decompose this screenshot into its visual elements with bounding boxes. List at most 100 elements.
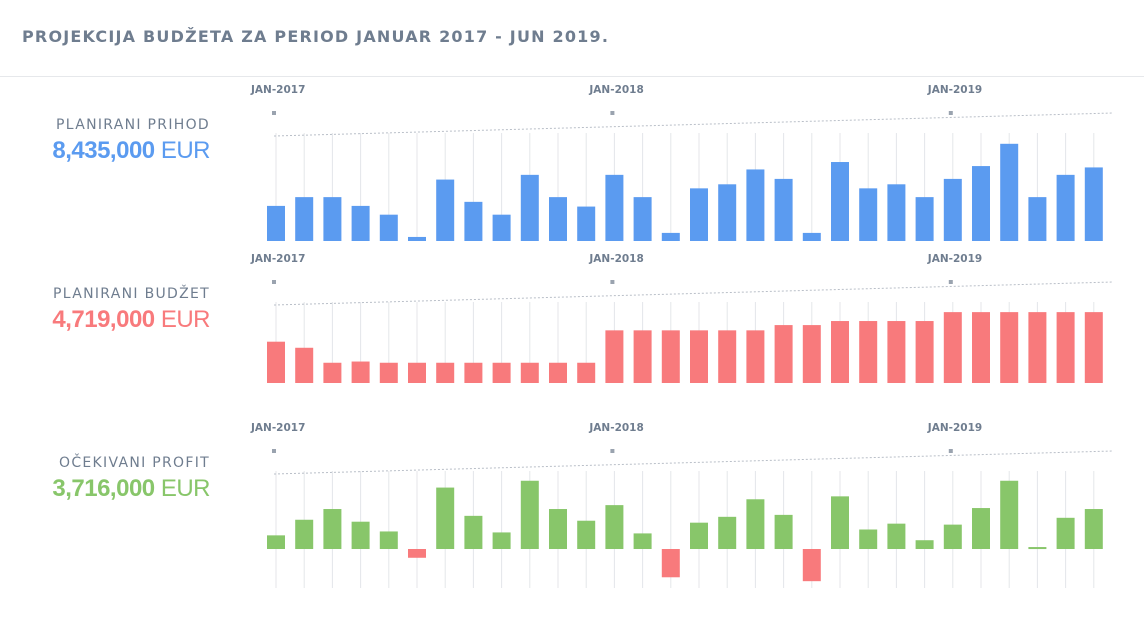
profit-tick-label: JAN-2018 (588, 422, 643, 434)
revenue-bar (577, 206, 596, 241)
budget-bar (943, 312, 962, 383)
profit-bar (436, 487, 455, 549)
profit-bar (915, 540, 934, 549)
budget-tick-marker (272, 280, 276, 284)
budget-bar (323, 362, 342, 383)
revenue-bar (295, 197, 314, 241)
budget-bar (351, 361, 370, 383)
profit-bar (972, 508, 990, 549)
revenue-bar (492, 214, 511, 241)
budget-bar (267, 341, 285, 383)
profit-bar (549, 509, 567, 549)
page-header: PROJEKCIJA BUDŽETA ZA PERIOD JANUAR 2017… (0, 0, 1144, 77)
profit-bar (408, 549, 426, 558)
revenue-tick-marker (272, 111, 276, 115)
revenue-bar (690, 188, 708, 241)
revenue-bar (549, 197, 567, 241)
profit-tick-marker (272, 449, 276, 453)
revenue-label: PLANIRANI PRIHOD (56, 117, 210, 133)
revenue-tick-label: JAN-2018 (588, 84, 643, 96)
revenue-currency: EUR (160, 137, 211, 164)
budget-bar (520, 362, 539, 383)
profit-tick-marker (610, 449, 615, 453)
budget-bar (661, 330, 680, 383)
revenue-bar (1028, 197, 1047, 241)
budget-bar (774, 325, 793, 383)
profit-bar (464, 515, 483, 549)
budget-bar (633, 330, 652, 383)
budget-bar (831, 321, 849, 383)
budget-bar (436, 362, 455, 383)
revenue-bar (379, 214, 398, 241)
budget-total: 4,719,000 EUR (52, 306, 210, 334)
revenue-bar (633, 197, 652, 241)
profit-tick-marker (948, 449, 953, 453)
revenue-bar (661, 232, 680, 241)
revenue-bar (408, 236, 426, 241)
budget-bar (408, 362, 426, 383)
profit-bar (690, 522, 708, 549)
profit-bar (351, 521, 370, 549)
profit-bar (859, 529, 878, 549)
revenue-tick-marker (948, 111, 953, 115)
budget-bar (802, 325, 821, 383)
profit-bar (1056, 517, 1075, 549)
profit-bar (774, 514, 793, 549)
profit-bar-chart: JAN-2017 JAN-2018 JAN-2019 (250, 422, 1114, 588)
budget-bar (492, 362, 511, 383)
budget-bar (887, 321, 906, 383)
profit-bar (323, 509, 342, 549)
budget-bar (295, 347, 314, 383)
budget-bar (605, 330, 624, 383)
profit-amount: 3,716,000 (52, 475, 155, 502)
revenue-bar (972, 166, 990, 241)
revenue-bar (1000, 143, 1019, 241)
revenue-bar (605, 174, 624, 241)
revenue-bar (718, 184, 737, 241)
revenue-bar (1084, 167, 1103, 241)
budget-bar (718, 330, 737, 383)
budget-amount: 4,719,000 (52, 306, 155, 333)
profit-bar (295, 519, 314, 549)
revenue-panel: PLANIRANI PRIHOD 8,435,000 EUR JAN-2017 J… (0, 84, 1144, 286)
revenue-bar (887, 184, 906, 241)
profit-tick-label: JAN-2019 (927, 422, 982, 434)
revenue-bar (915, 197, 934, 241)
profit-axis-line (273, 450, 1114, 475)
revenue-bar (436, 179, 455, 241)
budget-tick-marker (610, 280, 615, 284)
profit-bar (746, 499, 765, 549)
revenue-bar (859, 188, 878, 241)
profit-bar (718, 516, 737, 549)
budget-bar (746, 330, 765, 383)
profit-bar (577, 520, 596, 549)
revenue-tick-label: JAN-2019 (927, 84, 982, 96)
revenue-total: 8,435,000 EUR (52, 137, 210, 165)
profit-bar (520, 480, 539, 549)
budget-bar-chart: JAN-2017 JAN-2018 JAN-2019 (250, 253, 1114, 383)
profit-total: 3,716,000 EUR (52, 475, 210, 503)
revenue-axis-line (273, 112, 1114, 137)
budget-bar (577, 362, 596, 383)
budget-bar (859, 321, 878, 383)
budget-bar (1056, 312, 1075, 383)
budget-bar (915, 321, 934, 383)
profit-bar (605, 505, 624, 549)
budget-tick-marker (948, 280, 953, 284)
profit-bar (267, 535, 285, 549)
profit-bar (379, 531, 398, 549)
profit-bar (492, 532, 511, 549)
profit-bar (802, 549, 821, 582)
profit-label: OČEKIVANI PROFIT (59, 455, 210, 471)
profit-bar (1028, 547, 1047, 550)
profit-bar (1084, 509, 1103, 549)
budget-currency: EUR (160, 306, 211, 333)
profit-bar (831, 496, 849, 549)
profit-bar (633, 533, 652, 549)
budget-tick-label: JAN-2017 (250, 253, 305, 265)
budget-panel: PLANIRANI BUDŽET 4,719,000 EUR JAN-2017 J… (0, 253, 1144, 455)
profit-bar (887, 523, 906, 549)
revenue-bar (323, 197, 342, 241)
budget-bar (1084, 312, 1103, 383)
profit-bar (661, 549, 680, 578)
